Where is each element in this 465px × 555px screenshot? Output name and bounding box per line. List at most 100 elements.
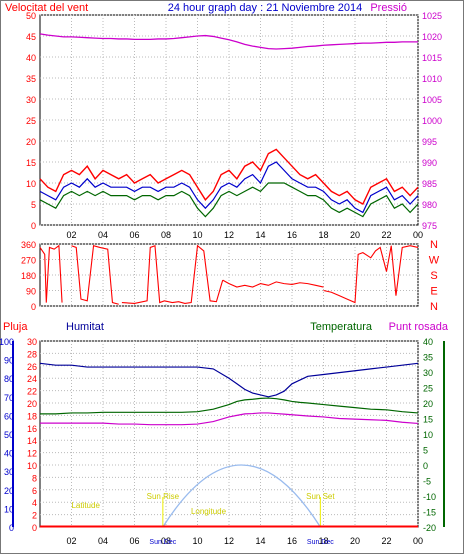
temp-x-tick-label: 18 [318,536,328,546]
pressure-axis-title: Pressió [370,2,407,14]
temp-x-tick-label: 20 [350,536,360,546]
wind-y-tick-label: 35 [26,74,36,84]
humidity-y-tick-label: 16 [27,424,37,434]
wind-axis-title: Velocitat del vent [5,2,88,14]
humidity-y-tick-label: 6 [32,486,37,496]
sun-arc [162,464,321,528]
temperature-y-tick-label: 40 [423,337,433,347]
direction-line [323,245,419,304]
temp-x-tick-label: 04 [98,536,108,546]
compass-tick-label: S [430,270,437,282]
wind-chart: 0510152025303540455097598098599099510001… [26,11,442,240]
wind-x-tick-label: 22 [381,230,391,240]
wind-y-tick-label: 0 [31,221,36,231]
pressure-y-tick-label: 1005 [422,95,442,105]
wind-series-line [39,182,419,218]
wind-y-tick-label: 20 [26,137,36,147]
humidity-y-tick-label: 0 [32,523,37,533]
wind-y-tick-label: 5 [31,200,36,210]
humidity-y-tick-label: 24 [27,374,37,384]
rain-y-tick-label: 100 [0,337,14,347]
humidity-y-tick-label: 26 [27,362,37,372]
sun-dec-label: Sun Dec [307,539,334,546]
temperature-y-tick-label: -15 [423,508,436,518]
wind-y-tick-label: 40 [26,53,36,63]
wind-y-tick-label: 15 [26,158,36,168]
temperature-chart: 0102030405060708090100024681012141618202… [0,337,445,546]
direction-line [121,244,224,304]
latitude-label: Latitude [71,501,100,510]
temp-x-tick-label: 14 [255,536,265,546]
pressure-y-tick-label: 980 [422,200,437,210]
rain-y-tick-label: 90 [4,356,14,366]
temperature-y-tick-label: -20 [423,523,436,533]
sunset-label: Sun Set [306,492,335,501]
temperature-y-tick-label: 15 [423,415,433,425]
wind-x-tick-label: 20 [350,230,360,240]
temperature-line [40,397,419,415]
wind-x-tick-label: 06 [129,230,139,240]
compass-tick-label: N [430,239,438,251]
wind-y-tick-label: 45 [26,32,36,42]
direction-y-tick-label: 360 [21,240,36,250]
direction-line [39,244,63,303]
direction-y-tick-label: 90 [26,287,36,297]
humidity-y-tick-label: 28 [27,349,37,359]
humidity-axis-title: Humitat [66,321,104,333]
direction-line [71,245,119,305]
temp-x-tick-label: 02 [66,536,76,546]
rain-y-tick-label: 80 [4,374,14,384]
wind-x-tick-label: 08 [161,230,171,240]
compass-tick-label: E [430,286,437,298]
wind-x-tick-label: 10 [192,230,202,240]
temp-x-tick-label: 08 [161,536,171,546]
humidity-y-tick-label: 22 [27,387,37,397]
wind-x-tick-label: 14 [255,230,265,240]
pressure-y-tick-label: 975 [422,221,437,231]
dewpoint-line [40,412,419,426]
compass-tick-label: N [430,301,438,313]
wind-x-tick-label: 16 [287,230,297,240]
rain-y-tick-label: 70 [4,393,14,403]
wind-x-tick-label: 00 [413,230,423,240]
direction-y-tick-label: 270 [21,256,36,266]
temp-x-tick-label: 06 [129,536,139,546]
rain-y-tick-label: 0 [9,523,14,533]
humidity-y-tick-label: 10 [27,461,37,471]
temperature-y-tick-label: 0 [423,461,428,471]
humidity-y-tick-label: 12 [27,449,37,459]
dewpoint-axis-title: Punt rosada [389,321,449,333]
wind-x-tick-label: 12 [224,230,234,240]
humidity-y-tick-label: 18 [27,411,37,421]
temp-x-tick-label: 10 [192,536,202,546]
temperature-axis-title: Temperatura [310,321,373,333]
longitude-label: Longitude [191,507,227,516]
rain-y-tick-label: 50 [4,430,14,440]
rain-y-tick-label: 20 [4,486,14,496]
pressure-y-tick-label: 1010 [422,74,442,84]
temperature-y-tick-label: 30 [423,368,433,378]
temperature-y-tick-label: 20 [423,399,433,409]
wind-series-line [39,161,419,214]
chart-title: 24 hour graph day : 21 Noviembre 2014 [168,2,362,14]
pressure-y-tick-label: 1025 [422,11,442,21]
pressure-y-tick-label: 1000 [422,116,442,126]
pressure-y-tick-label: 985 [422,179,437,189]
wind-x-tick-label: 04 [98,230,108,240]
temp-x-tick-label: 00 [413,536,423,546]
temperature-y-tick-label: 5 [423,446,428,456]
temp-x-tick-label: 12 [224,536,234,546]
humidity-y-tick-label: 2 [32,511,37,521]
wind-y-tick-label: 25 [26,116,36,126]
wind-y-tick-label: 10 [26,179,36,189]
humidity-y-tick-label: 14 [27,436,37,446]
rain-y-tick-label: 40 [4,449,14,459]
temp-x-tick-label: 22 [381,536,391,546]
rain-y-tick-label: 10 [4,504,14,514]
humidity-line [39,362,419,398]
pressure-y-tick-label: 1015 [422,53,442,63]
humidity-y-tick-label: 8 [32,473,37,483]
temp-x-tick-label: 16 [287,536,297,546]
wind-y-tick-label: 50 [26,11,36,21]
